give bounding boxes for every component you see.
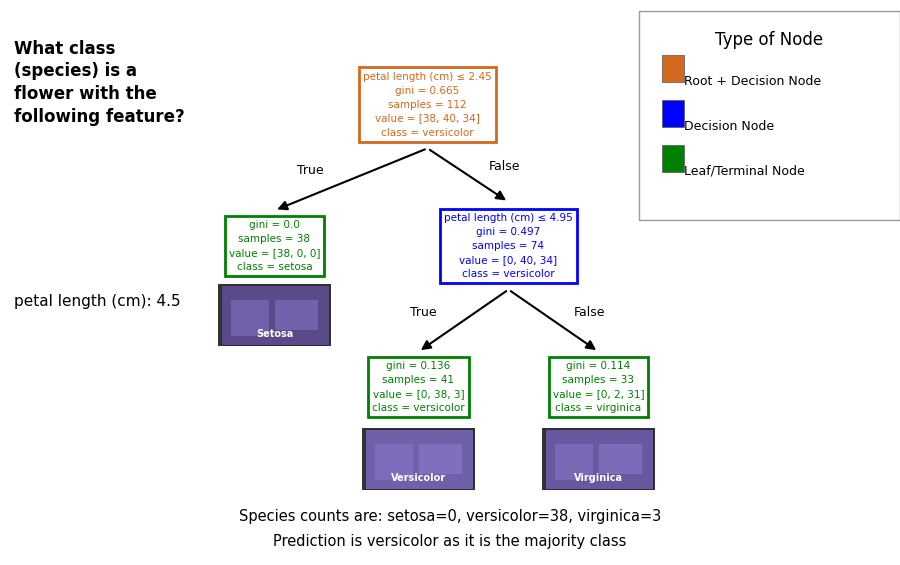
FancyBboxPatch shape [639,11,900,220]
FancyBboxPatch shape [375,444,413,480]
FancyBboxPatch shape [362,428,475,490]
FancyBboxPatch shape [662,55,684,82]
Text: gini = 0.136
samples = 41
value = [0, 38, 3]
class = versicolor: gini = 0.136 samples = 41 value = [0, 38… [373,361,464,413]
FancyBboxPatch shape [218,284,331,346]
FancyBboxPatch shape [598,444,642,474]
FancyBboxPatch shape [274,300,318,330]
Text: petal length (cm) ≤ 4.95
gini = 0.497
samples = 74
value = [0, 40, 34]
class = v: petal length (cm) ≤ 4.95 gini = 0.497 sa… [444,213,573,279]
FancyBboxPatch shape [662,145,684,172]
Text: Species counts are: setosa=0, versicolor=38, virginica=3: Species counts are: setosa=0, versicolor… [238,508,662,524]
Text: gini = 0.114
samples = 33
value = [0, 2, 31]
class = virginica: gini = 0.114 samples = 33 value = [0, 2,… [553,361,644,413]
Text: True: True [410,306,436,319]
FancyBboxPatch shape [364,429,472,489]
FancyBboxPatch shape [544,429,652,489]
Text: Type of Node: Type of Node [716,31,824,49]
Text: Prediction is versicolor as it is the majority class: Prediction is versicolor as it is the ma… [274,534,626,549]
Text: Decision Node: Decision Node [684,120,774,133]
FancyBboxPatch shape [231,300,269,336]
Text: False: False [489,160,520,173]
Text: Versicolor: Versicolor [391,473,446,483]
Text: Virginica: Virginica [574,473,623,483]
Text: False: False [574,306,605,319]
FancyBboxPatch shape [220,285,328,345]
FancyBboxPatch shape [542,428,655,490]
Text: gini = 0.0
samples = 38
value = [38, 0, 0]
class = setosa: gini = 0.0 samples = 38 value = [38, 0, … [229,220,320,272]
FancyBboxPatch shape [555,444,593,480]
Text: Root + Decision Node: Root + Decision Node [684,75,821,88]
Text: Leaf/Terminal Node: Leaf/Terminal Node [684,165,805,178]
Text: petal length (cm) ≤ 2.45
gini = 0.665
samples = 112
value = [38, 40, 34]
class =: petal length (cm) ≤ 2.45 gini = 0.665 sa… [363,72,492,137]
Text: True: True [297,164,324,177]
Text: Prediction is versicolor as it is the majority class: Prediction is versicolor as it is the ma… [274,534,626,549]
FancyBboxPatch shape [418,444,462,474]
Text: What class
(species) is a
flower with the
following feature?: What class (species) is a flower with th… [14,40,184,126]
Text: petal length (cm): 4.5: petal length (cm): 4.5 [14,294,180,309]
Text: Setosa: Setosa [256,329,293,339]
FancyBboxPatch shape [662,100,684,127]
